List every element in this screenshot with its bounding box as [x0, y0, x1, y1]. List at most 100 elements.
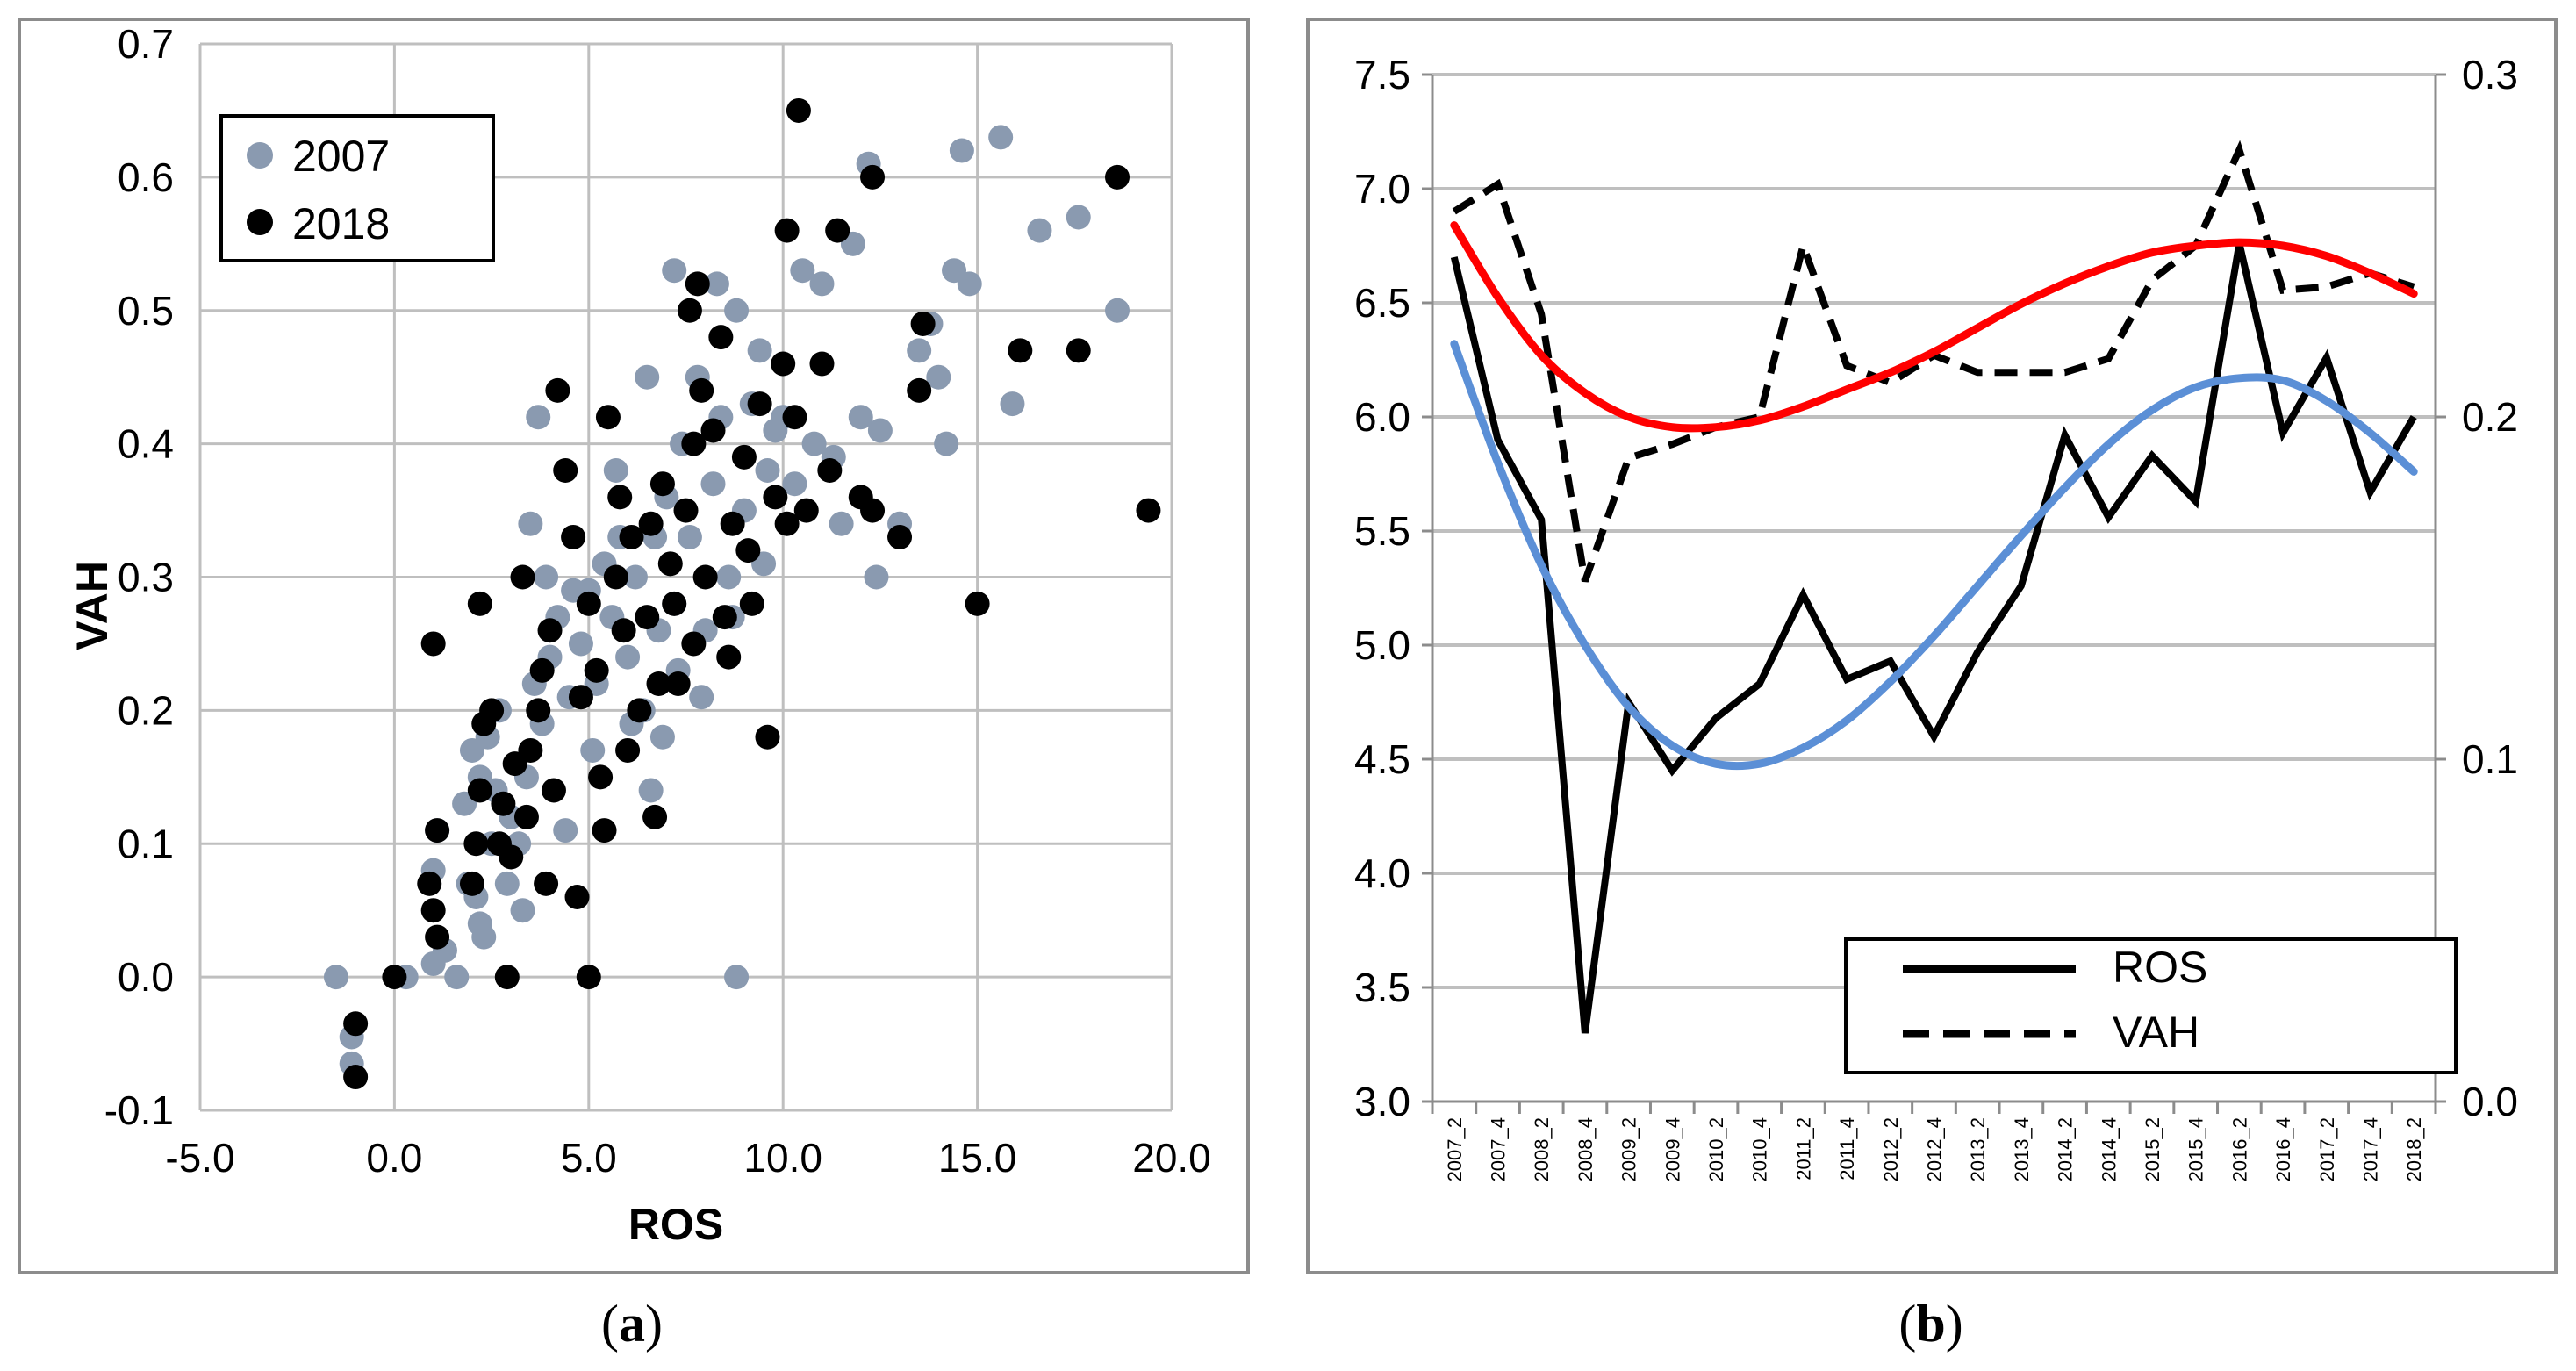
panel-a-xlabel: ROS [628, 1200, 723, 1249]
point-2018 [545, 377, 570, 403]
point-2018 [1136, 498, 1161, 523]
point-2018 [619, 524, 644, 549]
point-2018 [763, 485, 788, 510]
b-right-tick-label: 0.3 [2462, 52, 2518, 97]
point-2007 [755, 458, 780, 483]
legend-2007-marker [247, 142, 273, 169]
point-2018 [739, 591, 764, 616]
a-ytick-label: 0.0 [118, 954, 174, 1000]
b-left-tick-label: 7.5 [1354, 52, 1410, 97]
point-2018 [486, 831, 512, 857]
point-2007 [471, 924, 497, 950]
point-2018 [685, 271, 710, 297]
point-2007 [934, 431, 959, 456]
point-2018 [646, 671, 671, 696]
point-2007 [568, 631, 593, 657]
point-2018 [576, 965, 601, 990]
point-2018 [459, 871, 484, 896]
point-2007 [704, 271, 729, 297]
b-xtick-label: 2014_4 [2098, 1117, 2120, 1181]
a-xtick-label: 20.0 [1132, 1135, 1211, 1181]
b-left-tick-label: 3.0 [1354, 1079, 1410, 1124]
b-left-tick-label: 6.5 [1354, 280, 1410, 326]
point-2018 [635, 605, 660, 630]
b-xtick-label: 2009_2 [1618, 1117, 1640, 1181]
panel-b-series [1450, 140, 2418, 1034]
point-2007 [580, 737, 606, 763]
a-ytick-label: 0.5 [118, 288, 174, 334]
point-2007 [716, 564, 742, 590]
point-2018 [771, 351, 796, 377]
point-2018 [564, 885, 590, 909]
caption-b-open: ( [1898, 1295, 1916, 1353]
b-xtick-label: 2011_2 [1792, 1117, 1814, 1181]
legend-ros-label: ROS [2113, 943, 2207, 992]
point-2018 [712, 605, 737, 630]
point-2018 [537, 618, 563, 643]
point-2018 [907, 377, 932, 403]
series-ros-trend [1450, 340, 2418, 771]
point-2007 [724, 298, 750, 323]
a-ytick-label: 0.6 [118, 154, 174, 200]
caption-b-close: ) [1946, 1295, 1963, 1353]
point-2018 [673, 498, 699, 523]
point-2018 [479, 698, 505, 723]
point-2007 [1105, 298, 1130, 323]
series-vah-trend [1450, 221, 2418, 433]
point-2018 [657, 551, 683, 577]
panel-a-frame [18, 18, 1250, 1274]
legend-2018-marker [247, 209, 273, 235]
b-xtick-label: 2011_4 [1836, 1117, 1858, 1181]
point-2007 [864, 564, 889, 590]
point-2007 [444, 965, 470, 990]
point-2007 [615, 644, 641, 670]
caption-a-close: ) [645, 1295, 663, 1353]
point-2007 [988, 125, 1014, 150]
a-ytick-label: 0.7 [118, 21, 174, 67]
b-xtick-label: 2007_2 [1444, 1117, 1466, 1181]
point-2018 [343, 1011, 369, 1037]
point-2007 [662, 258, 687, 284]
panel-b: 3.0 3.5 4.0 4.5 5.0 5.5 6.0 6.5 7.0 7.5 0.0 0.1 0.2 0… [1306, 18, 2558, 1353]
point-2018 [887, 524, 913, 549]
point-2007 [724, 965, 750, 990]
point-2018 [689, 377, 714, 403]
b-right-tick-label: 0.1 [2462, 736, 2518, 782]
point-2018 [541, 778, 566, 803]
point-2018 [592, 818, 617, 843]
b-xtick-label: 2012_4 [1924, 1117, 1946, 1181]
point-2018 [518, 737, 543, 763]
legend-2018-label: 2018 [292, 199, 390, 248]
panel-a: -0.1 0.0 0.1 0.2 0.3 0.4 0.5 0.6 0.7 -5.0 0.0 5.0 10… [18, 18, 1250, 1353]
point-2018 [662, 591, 687, 616]
b-xtick-label: 2016_2 [2228, 1117, 2250, 1181]
point-2007 [526, 405, 551, 430]
point-2018 [494, 965, 520, 990]
point-2018 [603, 564, 628, 590]
a-xtick-label: 0.0 [366, 1135, 422, 1181]
point-2018 [607, 485, 633, 510]
caption-a-letter: a [619, 1295, 645, 1353]
point-2018 [343, 1065, 369, 1090]
point-2007 [603, 458, 628, 483]
b-xtick-label: 2009_4 [1661, 1117, 1683, 1181]
point-2018 [642, 804, 668, 829]
point-2007 [782, 471, 807, 497]
b-left-tick-label: 4.5 [1354, 736, 1410, 782]
point-2018 [809, 351, 835, 377]
point-2007 [790, 258, 815, 284]
point-2018 [681, 431, 707, 456]
point-2007 [747, 338, 772, 363]
panel-a-tick-labels: -0.1 0.0 0.1 0.2 0.3 0.4 0.5 0.6 0.7 -5.0 0.0 5.0 10… [104, 21, 1211, 1181]
point-2018 [534, 871, 559, 896]
point-2018 [420, 898, 446, 923]
point-2018 [561, 524, 586, 549]
a-ytick-label: 0.4 [118, 421, 174, 467]
point-2018 [568, 685, 593, 710]
legend-2007-label: 2007 [292, 132, 390, 181]
point-2018 [965, 591, 990, 616]
point-2018 [677, 298, 702, 323]
point-2018 [747, 391, 772, 417]
b-left-tick-label: 7.0 [1354, 166, 1410, 212]
